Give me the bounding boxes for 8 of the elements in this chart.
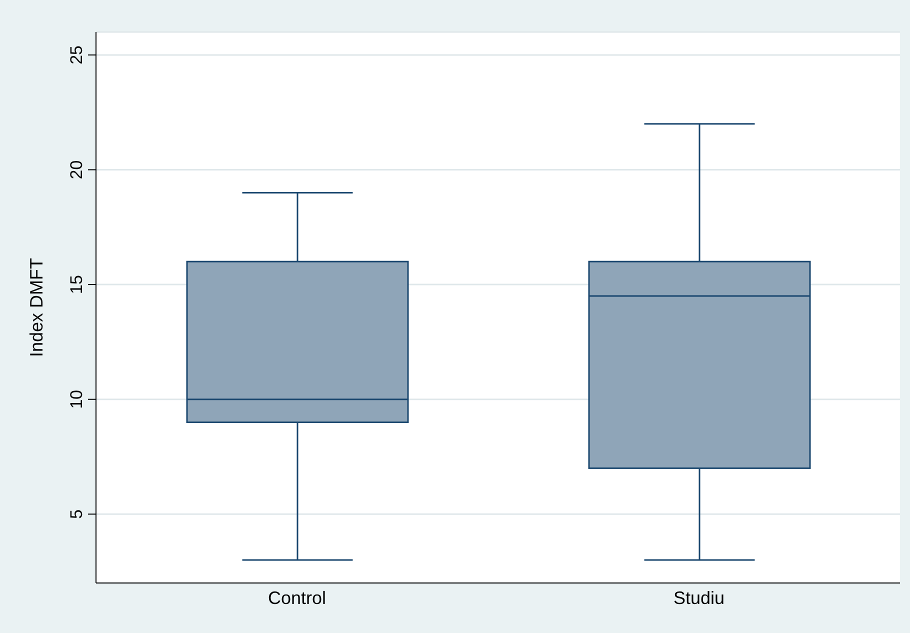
y-axis-title: Index DMFT: [26, 258, 46, 358]
y-tick-label: 25: [67, 45, 86, 64]
y-tick-label: 20: [67, 160, 86, 180]
x-tick-label: Control: [268, 588, 326, 608]
y-tick-label: 5: [67, 509, 86, 519]
y-tick-label: 15: [67, 275, 86, 294]
y-tick-label: 10: [67, 390, 86, 409]
x-tick-label: Studiu: [673, 588, 725, 608]
